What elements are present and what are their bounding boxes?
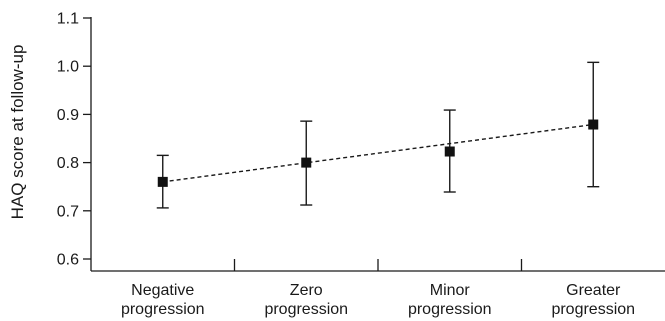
x-category-label-line: Zero [290,282,323,299]
y-tick-label: 1.0 [57,59,79,76]
y-axis-label: HAQ score at follow-up [8,45,27,220]
data-point-marker [444,146,455,157]
data-point-marker [301,157,312,168]
x-category-label-line: progression [551,301,635,318]
y-tick-label: 1.1 [57,11,79,28]
y-tick-label: 0.6 [57,252,79,269]
data-point-marker [588,119,599,130]
marks-layer [156,61,600,209]
y-tick-label: 0.9 [57,107,79,124]
trend-line [162,123,594,183]
x-category-label-line: progression [264,301,348,318]
x-category-label-line: Greater [566,282,621,299]
x-category-label-line: Negative [131,282,194,299]
x-category-label: Minor progression [408,282,492,318]
x-category-label-line: progression [408,301,492,318]
y-tick-label: 0.8 [57,155,79,172]
x-category-label-line: Minor [430,282,471,299]
x-category-label: Zero progression [264,282,348,318]
x-category-label-line: progression [121,301,205,318]
data-point-marker [157,176,168,187]
y-tick-label: 0.7 [57,203,79,220]
x-category-label: Greater progression [551,282,635,318]
x-category-label: Negative progression [121,282,205,318]
trend-layer [162,123,594,183]
